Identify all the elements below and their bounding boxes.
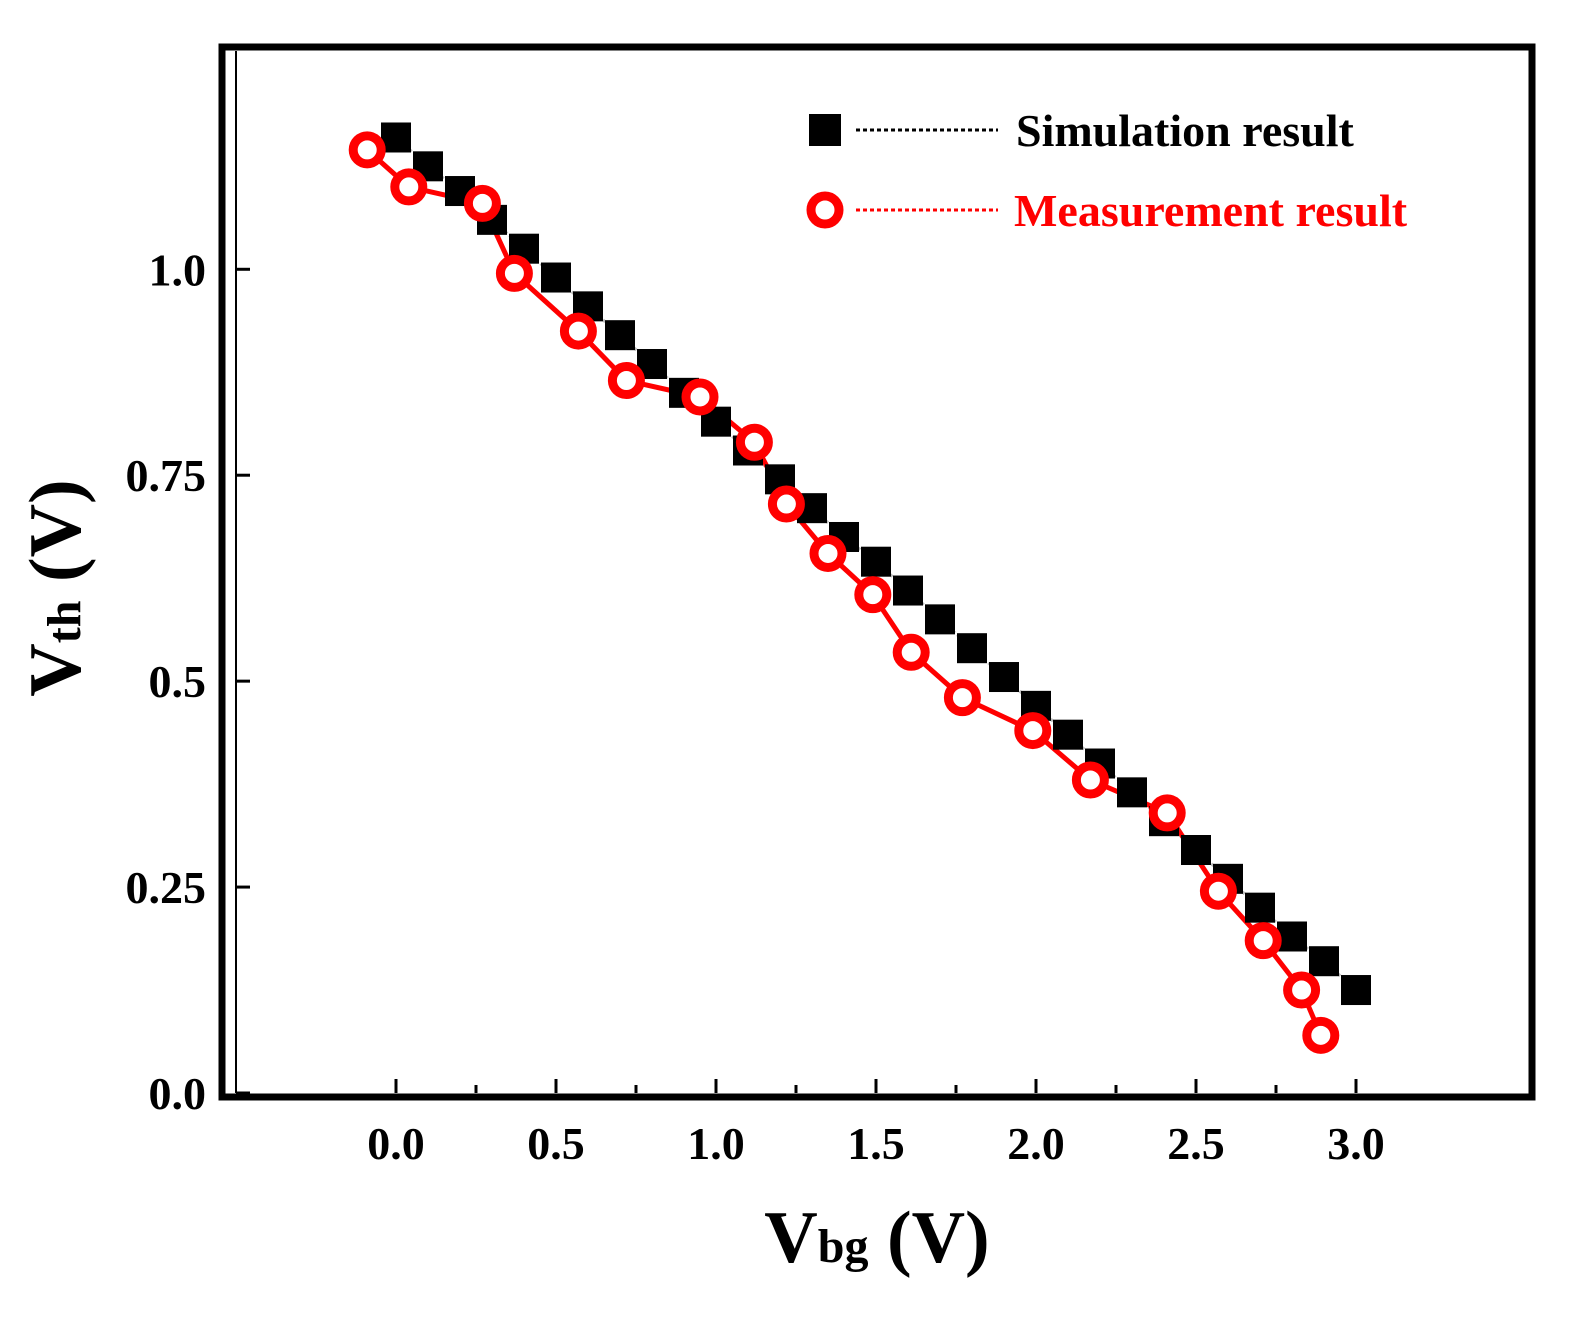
measurement-point [1302, 1016, 1340, 1054]
x-tick-label: 1.0 [687, 1118, 745, 1169]
measurement-point [1283, 971, 1321, 1009]
simulation-point [957, 633, 987, 664]
simulation-point [1309, 946, 1339, 977]
x-tick-label: 1.5 [847, 1118, 905, 1169]
plot-frame [218, 43, 1536, 1101]
y-tick-label: 0.25 [126, 862, 207, 913]
legend-marker-measurement [806, 191, 844, 229]
measurement-point [495, 254, 533, 292]
y-axis-label-sub: th [38, 601, 91, 644]
y-axis-label: Vth (V) [15, 479, 97, 696]
x-tick-label: 0.5 [527, 1118, 585, 1169]
simulation-point [925, 604, 955, 635]
measurement-point [1199, 872, 1237, 910]
measurement-point [735, 423, 773, 461]
simulation-point [1117, 777, 1147, 808]
legend-label-measurement: Measurement result [1014, 185, 1408, 236]
measurement-point [463, 184, 501, 222]
measurement-point [943, 679, 981, 717]
legend-label-simulation: Simulation result [1016, 105, 1354, 156]
y-tick-label: 0.75 [126, 450, 207, 501]
measurement-point [681, 378, 719, 416]
measurement-point [1148, 794, 1186, 832]
simulation-point [605, 320, 635, 351]
simulation-point [1277, 921, 1307, 952]
measurement-point [854, 576, 892, 614]
x-axis-label-sub: bg [818, 1220, 869, 1273]
y-tick-label: 0.0 [149, 1068, 207, 1119]
simulation-point [1341, 975, 1371, 1006]
simulation-point [1245, 892, 1275, 923]
y-axis-label-unit: (V) [15, 479, 97, 600]
y-axis-label-main: V [15, 643, 97, 696]
x-tick-label: 3.0 [1327, 1118, 1385, 1169]
measurement-point [767, 485, 805, 523]
x-axis-label: Vbg (V) [764, 1197, 989, 1279]
y-tick-label: 1.0 [149, 244, 207, 295]
x-tick-label: 2.5 [1167, 1118, 1225, 1169]
measurement-point [1014, 712, 1052, 750]
y-axis-ticks: 0.0 0.25 0.5 0.75 1.0 [126, 244, 250, 1119]
legend-marker-simulation [809, 114, 841, 146]
x-axis-label-unit: (V) [868, 1197, 989, 1279]
simulation-point [1181, 835, 1211, 866]
y-tick-label: 0.5 [149, 656, 207, 707]
measurement-point [892, 633, 930, 671]
measurement-point [809, 534, 847, 572]
measurement-point [390, 168, 428, 206]
series-markers [348, 122, 1371, 1054]
simulation-point [893, 575, 923, 606]
x-tick-label: 0.0 [367, 1118, 425, 1169]
legend: Simulation result Measurement result [806, 105, 1408, 236]
measurement-point [1071, 761, 1109, 799]
measurement-point [559, 312, 597, 350]
measurement-point [1244, 922, 1282, 960]
x-axis-ticks: 0.0 0.5 1.0 1.5 2.0 2.5 3.0 [367, 1079, 1385, 1169]
simulation-point [1053, 719, 1083, 750]
simulation-point [989, 662, 1019, 693]
simulation-point [861, 546, 891, 577]
simulation-point [381, 122, 411, 153]
x-tick-label: 2.0 [1007, 1118, 1065, 1169]
x-axis-label-main: V [764, 1197, 817, 1279]
measurement-point [607, 361, 645, 399]
simulation-point [541, 262, 571, 293]
measurement-point [348, 131, 386, 169]
